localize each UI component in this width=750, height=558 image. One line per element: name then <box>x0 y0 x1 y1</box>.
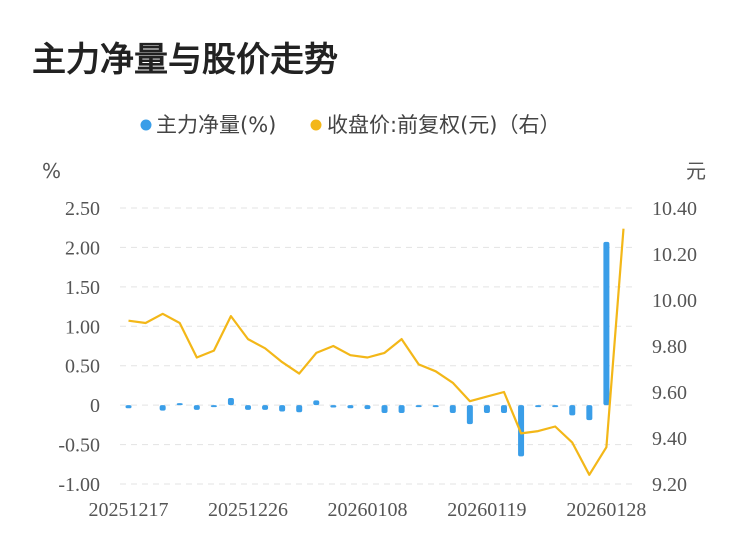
net-volume-bar <box>483 405 490 414</box>
x-tick-label: 20260108 <box>327 499 407 521</box>
net-volume-bar <box>364 405 371 410</box>
left-tick-label: -0.50 <box>58 435 100 457</box>
right-tick-label: 9.80 <box>652 336 687 358</box>
net-volume-bar <box>210 405 217 408</box>
left-tick-label: 1.00 <box>65 316 100 338</box>
net-volume-bar <box>449 405 456 414</box>
left-tick-label: 1.50 <box>65 277 100 299</box>
right-tick-label: 10.40 <box>652 198 697 220</box>
legend-line-label: 收盘价:前复权(元)（右） <box>327 113 560 137</box>
x-tick-label: 20251226 <box>208 499 288 521</box>
right-tick-label: 9.60 <box>652 382 687 404</box>
net-volume-bar <box>603 241 610 406</box>
price-polyline <box>128 228 625 476</box>
left-tick-label: -1.00 <box>58 474 100 496</box>
net-volume-bar <box>159 405 166 411</box>
net-volume-bar <box>415 405 422 408</box>
net-volume-bar <box>569 405 576 416</box>
right-tick-label: 10.00 <box>652 290 697 312</box>
net-volume-bar <box>296 405 303 413</box>
net-volume-bar <box>313 400 320 406</box>
net-volume-bar <box>432 405 439 408</box>
net-volume-bar <box>193 405 200 410</box>
net-volume-bar <box>330 405 337 408</box>
page-title: 主力净量与股价走势 <box>32 40 338 80</box>
grid-lines <box>120 207 632 485</box>
right-tick-label: 10.20 <box>652 244 697 266</box>
net-volume-bar <box>501 405 507 414</box>
net-volume-bar <box>176 403 183 406</box>
net-volume-bar <box>262 405 269 410</box>
legend-line-marker <box>310 119 322 131</box>
legend-bar-label: 主力净量(%) <box>156 113 276 137</box>
x-tick-label: 20260128 <box>566 499 646 521</box>
net-volume-bar <box>398 405 405 414</box>
net-volume-bar <box>347 405 354 409</box>
left-tick-label: 0 <box>90 395 100 417</box>
net-volume-bar <box>552 405 559 408</box>
right-axis-unit: 元 <box>686 159 706 183</box>
right-tick-label: 9.40 <box>652 428 687 450</box>
left-axis-ticks: 2.50 2.00 1.50 1.00 0.50 0 -0.50 -1.00 <box>58 198 100 496</box>
legend: 主力净量(%) 收盘价:前复权(元)（右） <box>140 113 560 137</box>
left-axis-unit: % <box>42 159 61 183</box>
x-tick-label: 20251217 <box>89 499 169 521</box>
left-tick-label: 2.00 <box>65 237 100 259</box>
price-line <box>128 228 625 476</box>
left-tick-label: 2.50 <box>65 198 100 220</box>
net-volume-bar <box>245 405 251 410</box>
net-volume-bar <box>381 405 388 414</box>
x-tick-label: 20260119 <box>447 499 526 521</box>
net-volume-bar <box>586 405 593 421</box>
net-volume-bar <box>466 405 473 425</box>
net-volume-bar <box>535 405 542 408</box>
x-axis-ticks: 20251217 20251226 20260108 20260119 20260128 <box>89 499 647 521</box>
net-volume-bar <box>125 405 132 409</box>
legend-bar-marker <box>140 119 152 131</box>
left-tick-label: 0.50 <box>65 356 100 378</box>
right-tick-label: 9.20 <box>652 474 687 496</box>
net-volume-bar <box>227 398 234 406</box>
net-volume-bars <box>125 241 610 457</box>
net-volume-bar <box>279 405 286 412</box>
right-axis-ticks: 10.40 10.20 10.00 9.80 9.60 9.40 9.20 <box>652 198 697 496</box>
